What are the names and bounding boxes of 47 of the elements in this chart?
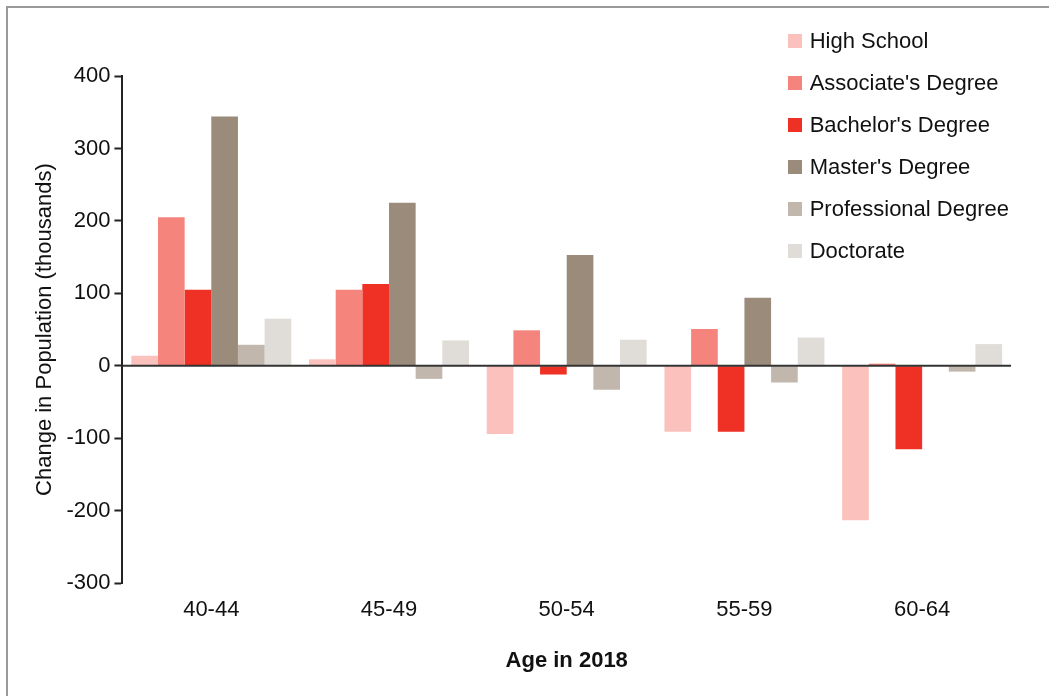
legend-label: High School (809, 28, 929, 54)
y-axis-title: Change in Population (thousands) (31, 163, 57, 496)
y-tick-label: 100 (73, 279, 111, 305)
x-axis-title: Age in 2018 (505, 646, 628, 672)
bar (486, 366, 514, 434)
bar (664, 366, 692, 432)
x-tick-label: 50-54 (538, 596, 595, 622)
bar (691, 328, 718, 366)
y-tick-label: 400 (73, 62, 111, 88)
bar (211, 116, 238, 366)
bar (184, 289, 212, 366)
legend-label: Doctorate (809, 238, 906, 264)
x-tick-label: 60-64 (894, 596, 951, 622)
bar (309, 359, 336, 366)
x-tick-label: 55-59 (716, 596, 773, 622)
legend-label: Professional Degree (809, 196, 1009, 222)
y-tick-label: -300 (66, 569, 111, 595)
bar (717, 366, 745, 432)
bar (593, 366, 621, 390)
y-tick-label: 300 (73, 134, 111, 160)
legend-label: Associate's Degree (809, 70, 999, 96)
bar (771, 366, 798, 383)
x-tick-label: 45-49 (360, 596, 418, 622)
bar (442, 340, 469, 366)
bar (797, 337, 825, 366)
legend-label: Master's Degree (809, 154, 971, 180)
bar (415, 366, 443, 379)
bar (620, 339, 647, 366)
bar (237, 344, 265, 366)
bar (264, 318, 292, 366)
y-tick-label: -100 (66, 424, 111, 450)
bar (513, 330, 541, 366)
bar (895, 366, 923, 450)
x-tick-label: 40-44 (183, 596, 240, 622)
bar (362, 283, 389, 366)
bar (842, 366, 869, 521)
y-tick-label: 0 (98, 351, 111, 377)
bar (744, 297, 772, 366)
bar (157, 217, 185, 366)
bar (389, 202, 416, 366)
bar (975, 344, 1003, 366)
y-tick-label: -200 (66, 496, 111, 522)
legend-label: Bachelor's Degree (809, 112, 990, 138)
bar (131, 355, 158, 366)
bar (335, 289, 363, 366)
y-tick-label: 200 (73, 206, 111, 232)
bar (566, 254, 594, 366)
